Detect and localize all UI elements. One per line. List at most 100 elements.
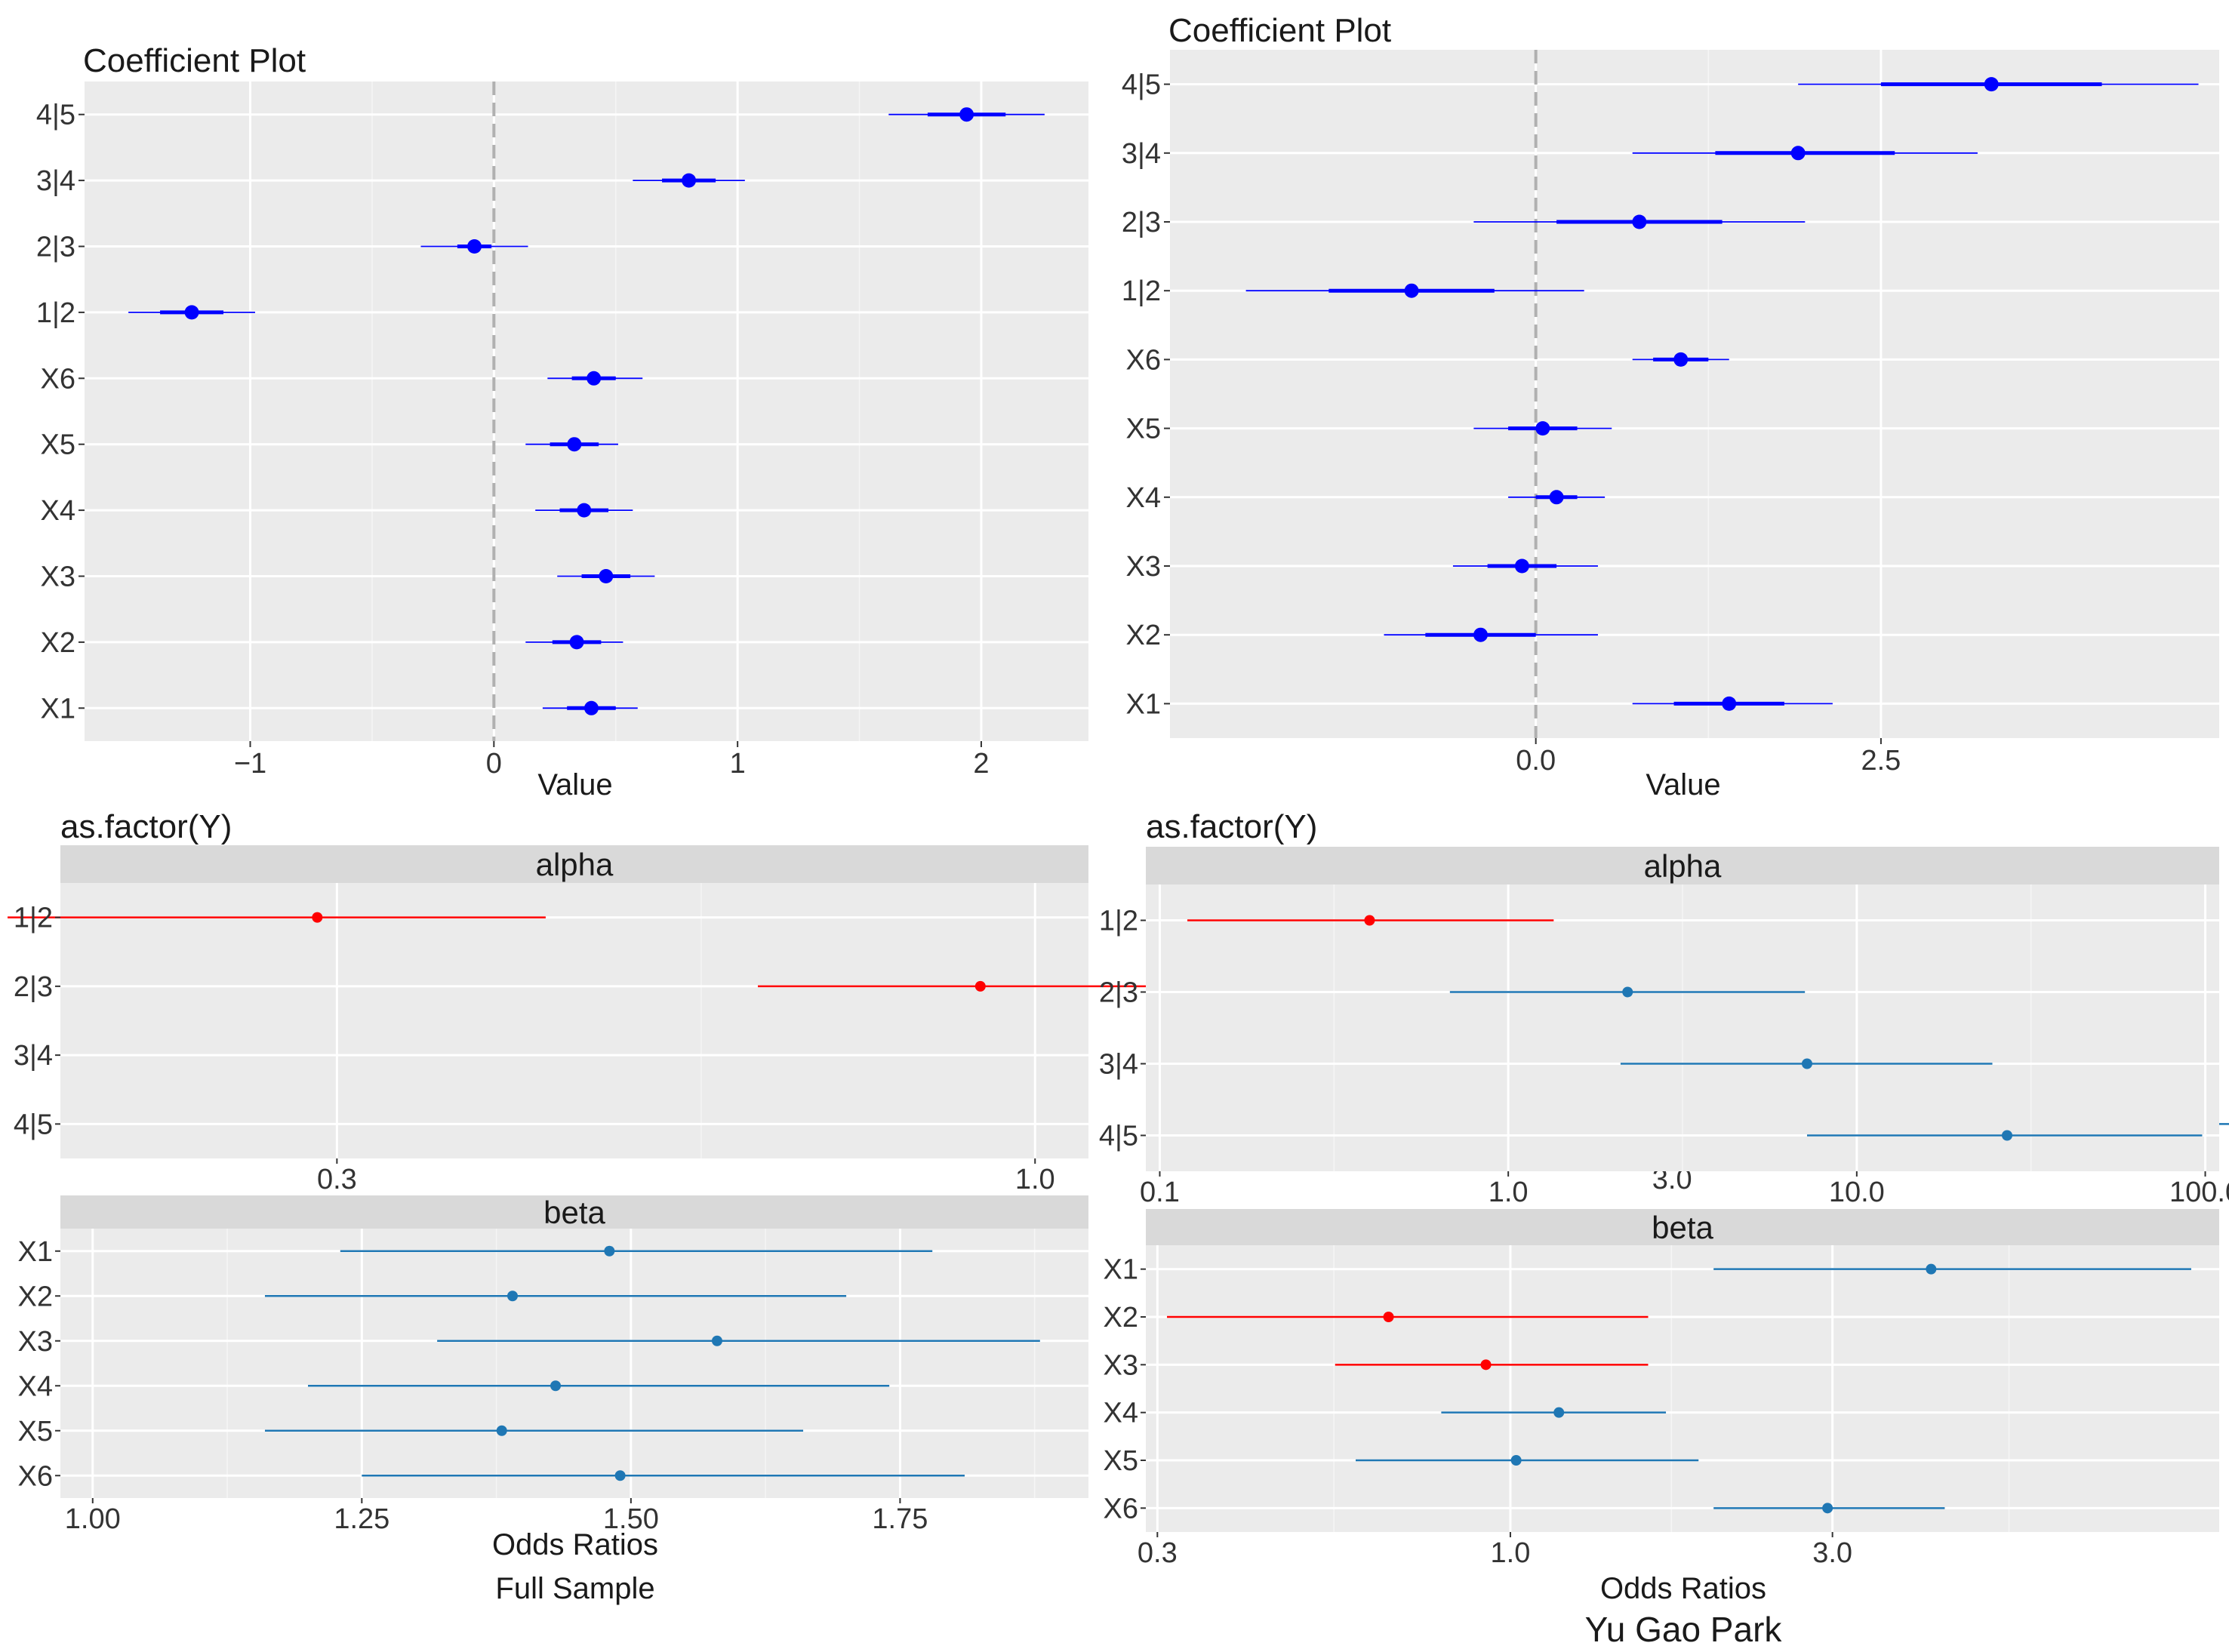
odds-ratio-point: [1510, 1455, 1522, 1466]
estimate-point: [184, 305, 199, 320]
facet-strip-label: beta: [1652, 1210, 1713, 1245]
odds-ratio-point: [496, 1425, 507, 1436]
estimate-point: [586, 371, 602, 386]
y-tick-label: X4: [18, 1371, 53, 1402]
y-tick-label: X2: [18, 1281, 53, 1312]
y-tick-label: X6: [41, 363, 75, 395]
plot2-coefficient-panel: 4|5 3|4 2|3 1|2 X6 X5 X4 X3 X2 X1 0.0 2.5: [1122, 50, 2219, 777]
odds-ratio-point: [1622, 986, 1633, 998]
odds-ratio-point: [1364, 915, 1375, 926]
odds-ratio-point: [312, 912, 323, 923]
x-tick-label: 0.1: [1140, 1177, 1180, 1208]
plot3-caption: Full Sample: [495, 1572, 654, 1605]
estimate-point: [599, 569, 614, 583]
estimate-point: [1404, 283, 1419, 298]
y-tick-label: X1: [18, 1236, 53, 1268]
estimate-point: [583, 700, 599, 715]
odds-ratio-point: [974, 980, 986, 992]
y-tick-label: X5: [1104, 1445, 1138, 1477]
estimate-point: [959, 107, 974, 122]
y-tick-label: 3|4: [1099, 1049, 1138, 1081]
x-tick-label: 3.0: [1812, 1537, 1852, 1569]
odds-ratio-point: [506, 1291, 518, 1302]
plot3-section-title: as.factor(Y): [60, 808, 232, 845]
y-tick-label: X2: [1126, 620, 1161, 651]
y-tick-label: X6: [18, 1460, 53, 1492]
y-tick-label: 1|2: [1122, 275, 1161, 307]
x-tick-label: 1: [730, 748, 746, 780]
x-tick-label: 1.0: [1491, 1537, 1531, 1569]
y-tick-label: X1: [1126, 688, 1161, 720]
panel-background: [1146, 1245, 2219, 1532]
estimate-point: [682, 173, 697, 188]
x-tick-label: 2: [973, 748, 989, 780]
y-tick-label: 4|5: [36, 100, 75, 131]
estimate-point: [1673, 352, 1689, 367]
panel-background: [1170, 50, 2219, 738]
y-tick-label: X6: [1126, 344, 1161, 376]
facet-strip: [1146, 1209, 2219, 1245]
y-tick-label: 3|4: [1122, 138, 1161, 170]
estimate-point: [577, 503, 592, 518]
x-tick-label: −1: [234, 748, 266, 780]
estimate-point: [1514, 558, 1529, 574]
plot3-beta-panel: beta X1 X2 X3 X4 X5 X6 1.00 1.25 1.50 1.75: [18, 1195, 1088, 1535]
x-tick-label: 100.0: [2169, 1177, 2229, 1208]
x-tick-label: 1.00: [65, 1503, 121, 1535]
odds-ratio-point: [1553, 1407, 1565, 1418]
odds-ratio-point: [1801, 1058, 1812, 1069]
x-tick-label: 10.0: [1829, 1177, 1885, 1208]
estimate-point: [1790, 146, 1806, 161]
x-tick-label: 1.0: [1015, 1164, 1055, 1195]
y-tick-label: 2|3: [1122, 207, 1161, 238]
y-tick-label: 4|5: [1099, 1121, 1138, 1152]
plot4-beta-panel: beta X1 X2 X3 X4 X5 X60.3 1.0 3.0: [1104, 1209, 2219, 1569]
x-tick-label: 2.5: [1861, 745, 1901, 777]
panel-background: [60, 883, 1088, 1158]
y-tick-label: X3: [18, 1326, 53, 1358]
y-tick-label: X3: [41, 561, 75, 593]
facet-strip-label: beta: [543, 1195, 605, 1230]
y-tick-label: X3: [1126, 551, 1161, 583]
y-tick-label: 1|2: [14, 903, 53, 934]
odds-ratio-point: [1383, 1312, 1394, 1322]
y-tick-label: X6: [1104, 1493, 1138, 1524]
odds-ratio-point: [1926, 1263, 1937, 1275]
y-tick-label: X4: [1104, 1398, 1138, 1429]
estimate-point: [1549, 490, 1564, 505]
estimate-point: [1473, 627, 1489, 642]
y-tick-label: 4|5: [1122, 69, 1161, 101]
y-tick-label: 2|3: [36, 232, 75, 263]
plot2-x-axis-title: Value: [1646, 768, 1720, 801]
y-tick-label: X5: [41, 429, 75, 461]
y-tick-label: X2: [1104, 1302, 1138, 1334]
plot1-x-axis-title: Value: [537, 768, 612, 801]
estimate-point: [1984, 77, 1999, 92]
plot4-section-title: as.factor(Y): [1146, 808, 1317, 845]
odds-ratio-point: [1480, 1359, 1492, 1371]
panel-background: [85, 82, 1088, 741]
facet-strip: [60, 845, 1088, 883]
plot2-title: Coefficient Plot: [1168, 12, 1391, 49]
y-tick-label: 1|2: [36, 297, 75, 329]
y-tick-label: X5: [1126, 414, 1161, 445]
x-tick-label: 1.0: [1489, 1177, 1529, 1208]
estimate-point: [569, 635, 584, 650]
y-tick-label: X1: [1104, 1254, 1138, 1286]
odds-ratio-point: [604, 1245, 615, 1257]
estimate-point: [1632, 214, 1647, 229]
facet-strip: [60, 1195, 1088, 1229]
estimate-point: [1722, 696, 1737, 711]
plot3-x-axis-title: Odds Ratios: [492, 1528, 658, 1561]
estimate-point: [1535, 421, 1550, 436]
y-tick-label: 4|5: [14, 1109, 53, 1140]
y-tick-label: X1: [41, 693, 75, 724]
y-tick-label: 1|2: [1099, 906, 1138, 937]
odds-ratio-point: [1822, 1503, 1833, 1514]
plot4-alpha-panel: alpha 1|2 2|3 3|4 4|50.1 1.0 10.0 100.0: [1099, 847, 2229, 1208]
x-tick-label: 0.3: [1138, 1537, 1178, 1569]
y-tick-label: 2|3: [14, 971, 53, 1003]
odds-ratio-point: [550, 1380, 562, 1392]
y-tick-label: 2|3: [1099, 977, 1138, 1009]
y-tick-label: X4: [41, 495, 75, 527]
